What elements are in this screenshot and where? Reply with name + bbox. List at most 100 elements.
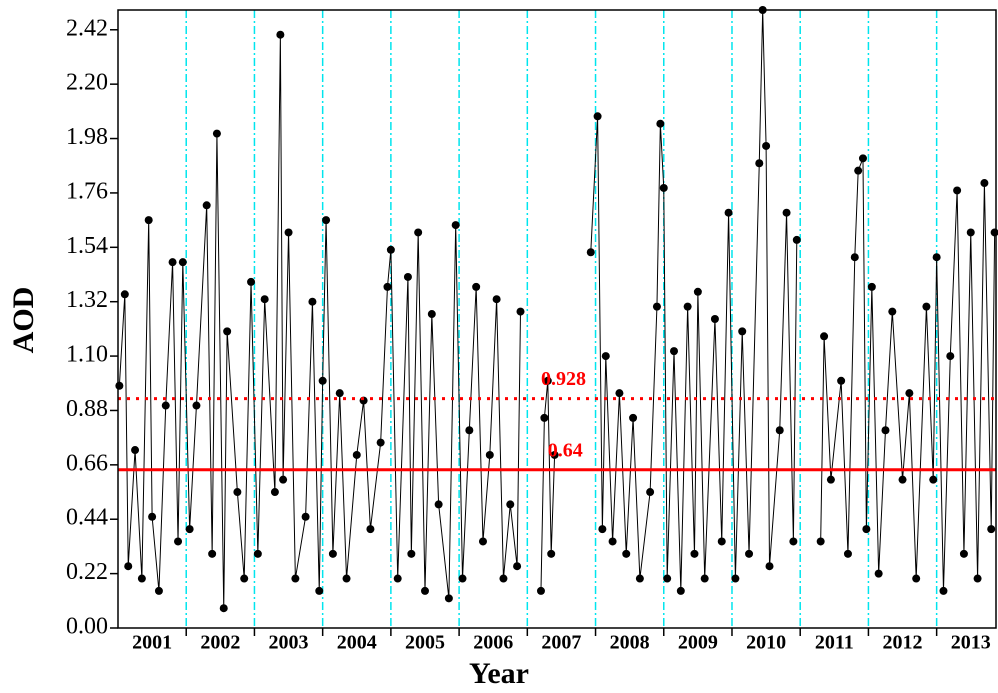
data-point — [208, 549, 217, 558]
x-tick-label: 2002 — [200, 632, 240, 654]
data-point — [843, 549, 852, 558]
data-point — [485, 450, 494, 459]
data-point — [987, 525, 996, 534]
data-point — [717, 537, 726, 546]
data-point — [131, 446, 140, 455]
data-point — [174, 537, 183, 546]
data-point — [646, 488, 655, 497]
data-point — [335, 389, 344, 398]
data-point — [386, 245, 395, 254]
data-point — [148, 512, 157, 521]
data-point — [161, 401, 170, 410]
data-point — [506, 500, 515, 509]
data-point — [615, 389, 624, 398]
data-point — [731, 574, 740, 583]
data-point — [837, 376, 846, 385]
y-tick-label: 0.22 — [66, 559, 108, 585]
x-tick-label: 2008 — [610, 632, 650, 654]
data-point — [745, 549, 754, 558]
data-point — [301, 512, 310, 521]
data-point — [233, 488, 242, 497]
y-tick-label: 2.42 — [66, 15, 108, 41]
data-point — [376, 438, 385, 447]
data-point — [499, 574, 508, 583]
data-point — [144, 216, 153, 225]
plot-frame — [117, 9, 997, 629]
data-point — [284, 228, 293, 237]
data-point — [120, 290, 129, 299]
data-point — [601, 352, 610, 361]
data-point — [710, 315, 719, 323]
data-point — [724, 208, 733, 217]
data-point — [407, 549, 416, 558]
data-point — [912, 574, 921, 583]
data-point — [465, 426, 474, 435]
x-tick-label: 2004 — [337, 632, 377, 654]
data-point — [536, 586, 545, 595]
data-point — [516, 307, 525, 316]
data-point — [276, 30, 285, 39]
data-point — [755, 159, 764, 168]
x-tick-label: 2011 — [815, 632, 854, 654]
data-point — [690, 549, 699, 558]
data-point — [862, 525, 871, 534]
data-point — [874, 569, 883, 578]
data-point — [383, 282, 392, 291]
reference-label: 0.928 — [541, 368, 586, 390]
data-point — [929, 475, 938, 484]
y-tick-label: 2.20 — [66, 70, 108, 96]
data-point — [990, 228, 998, 237]
x-tick-label: 2012 — [883, 632, 923, 654]
y-tick-label: 1.54 — [66, 233, 108, 259]
data-point — [420, 586, 429, 595]
x-tick-label: 2007 — [541, 632, 581, 654]
data-point — [444, 594, 453, 603]
data-point — [973, 574, 982, 583]
data-point — [939, 586, 948, 595]
data-point — [656, 119, 665, 128]
data-point — [315, 586, 324, 595]
data-point — [765, 562, 774, 571]
data-point — [352, 450, 361, 459]
data-point — [966, 228, 975, 237]
data-point — [124, 562, 133, 571]
data-point — [858, 154, 867, 163]
data-point — [192, 401, 201, 410]
data-point — [513, 562, 522, 571]
data-point — [792, 235, 801, 244]
data-point — [168, 258, 177, 267]
data-point — [775, 426, 784, 435]
data-point — [867, 282, 876, 291]
data-point — [318, 376, 327, 385]
data-point — [478, 537, 487, 546]
data-point — [247, 277, 256, 286]
data-point — [427, 310, 436, 319]
data-point — [693, 287, 702, 296]
data-point — [738, 327, 747, 336]
data-point — [922, 302, 931, 311]
data-point — [212, 129, 221, 138]
y-tick-label: 1.76 — [66, 178, 108, 204]
x-tick-label: 2013 — [951, 632, 991, 654]
reference-label: 0.64 — [548, 439, 583, 461]
data-point — [700, 574, 709, 583]
data-point — [683, 302, 692, 311]
data-point — [543, 376, 552, 385]
x-tick-label: 2001 — [132, 632, 172, 654]
data-point — [663, 574, 672, 583]
data-point — [854, 166, 863, 175]
data-point — [270, 488, 279, 497]
data-point — [472, 282, 481, 291]
data-point — [219, 604, 228, 613]
data-point — [789, 537, 798, 546]
data-point — [322, 216, 331, 225]
data-point — [820, 332, 829, 341]
data-point — [240, 574, 249, 583]
data-point — [451, 221, 460, 230]
data-point — [308, 297, 317, 306]
data-point — [881, 426, 890, 435]
data-point — [492, 295, 501, 304]
data-point — [659, 183, 668, 192]
data-point — [279, 475, 288, 484]
